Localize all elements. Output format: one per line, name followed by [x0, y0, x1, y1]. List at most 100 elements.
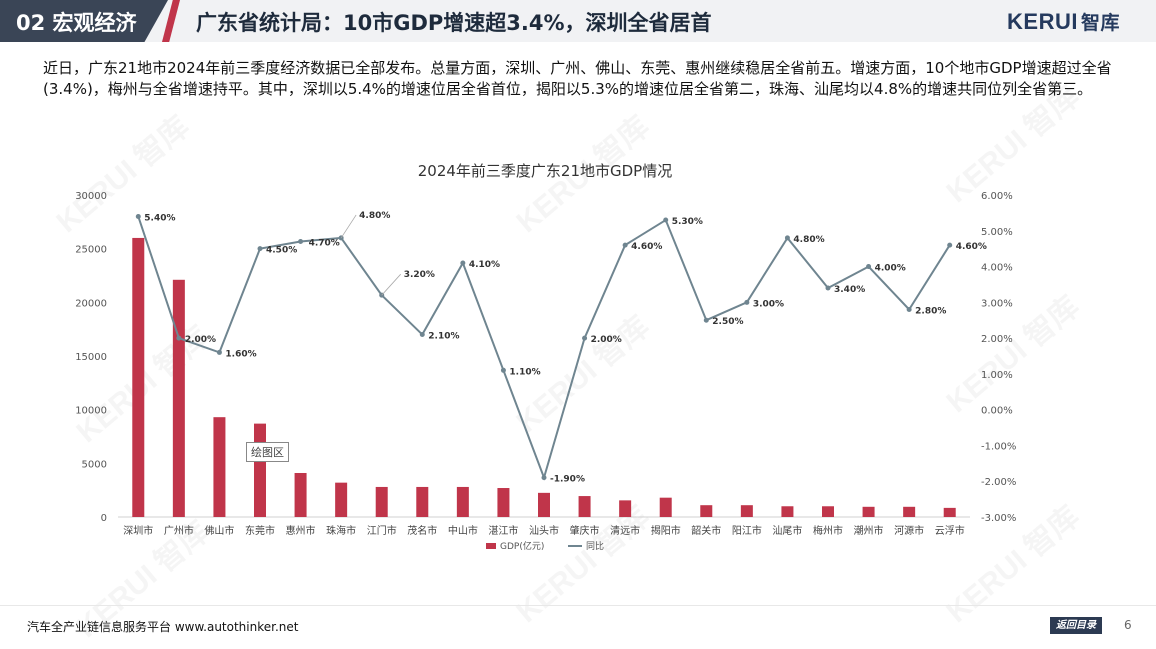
growth-point: [703, 317, 709, 323]
gdp-bar: [335, 482, 348, 517]
growth-point: [663, 217, 669, 223]
growth-point: [622, 242, 628, 248]
growth-data-label: 4.10%: [469, 260, 500, 270]
gdp-bar: [375, 486, 388, 517]
y-left-tick-label: 20000: [75, 298, 107, 309]
x-tick-label: 河源市: [894, 524, 924, 537]
x-tick-label: 云浮市: [935, 524, 965, 537]
growth-point: [135, 213, 141, 219]
x-tick-label: 阳江市: [732, 524, 762, 537]
x-tick-label: 江门市: [367, 524, 397, 537]
growth-point: [744, 299, 750, 305]
gdp-bar: [497, 488, 510, 517]
growth-point: [257, 246, 263, 252]
return-to-contents-button[interactable]: 返回目录: [1050, 617, 1102, 634]
logo-cn: 智库: [1080, 13, 1120, 34]
growth-data-label: 4.80%: [359, 211, 390, 221]
growth-data-label: 4.80%: [793, 235, 824, 245]
header-bar: [0, 0, 1156, 42]
gdp-bar: [862, 506, 875, 517]
gdp-bar: [740, 505, 753, 517]
y-left-tick-label: 10000: [75, 406, 107, 417]
growth-data-label: -1.90%: [550, 475, 585, 485]
y-right-tick-label: 5.00%: [981, 227, 1013, 238]
y-right-tick-label: 2.00%: [981, 334, 1013, 345]
x-tick-label: 佛山市: [204, 524, 234, 537]
growth-data-label: 2.00%: [591, 335, 622, 345]
label-leader: [381, 273, 402, 296]
growth-data-label: 3.00%: [753, 299, 784, 309]
y-right-tick-label: 1.00%: [981, 370, 1013, 381]
y-right-tick-label: 6.00%: [981, 191, 1013, 202]
growth-data-label: 4.60%: [631, 242, 662, 252]
gdp-bar: [213, 417, 226, 517]
x-tick-label: 广州市: [164, 524, 194, 537]
growth-point: [906, 306, 912, 312]
x-tick-label: 揭阳市: [651, 524, 681, 537]
x-tick-label: 汕头市: [529, 524, 559, 537]
y-right-tick-label: 3.00%: [981, 298, 1013, 309]
legend-growth-label: 同比: [586, 540, 604, 552]
x-tick-label: 梅州市: [813, 524, 843, 537]
gdp-chart: 2024年前三季度广东21地市GDP情况 0 5000 10000 15000 2000…: [75, 162, 1016, 552]
gdp-bar: [903, 506, 916, 517]
x-tick-label: 中山市: [448, 524, 478, 537]
growth-data-label: 3.40%: [834, 285, 865, 295]
growth-point: [541, 475, 547, 481]
page-number: 6: [1124, 618, 1132, 632]
growth-point: [582, 335, 588, 341]
growth-point: [947, 242, 953, 248]
growth-point: [176, 335, 182, 341]
x-tick-label: 湛江市: [488, 524, 518, 537]
x-tick-label: 惠州市: [286, 524, 316, 537]
gdp-bar: [781, 506, 794, 517]
growth-data-label: 3.20%: [404, 270, 435, 280]
growth-data-label: 5.30%: [672, 217, 703, 227]
gdp-bar: [294, 472, 307, 517]
x-tick-label: 清远市: [610, 524, 640, 537]
gdp-bar: [578, 496, 591, 517]
gdp-bar: [172, 279, 185, 517]
growth-data-label: 4.50%: [266, 246, 297, 256]
x-tick-label: 汕尾市: [772, 524, 802, 537]
growth-point: [419, 332, 425, 338]
x-tick-label: 珠海市: [326, 524, 356, 537]
page-title: 广东省统计局：10市GDP增速超3.4%，深圳全省居首: [196, 11, 712, 35]
y-left-tick-label: 15000: [75, 352, 107, 363]
gdp-bar: [619, 500, 632, 517]
growth-point: [500, 367, 506, 373]
growth-data-label: 5.40%: [144, 213, 175, 223]
x-tick-label: 肇庆市: [570, 524, 600, 537]
growth-data-label: 4.70%: [309, 239, 340, 249]
growth-data-label: 4.00%: [875, 264, 906, 274]
gdp-bar: [538, 492, 550, 517]
y-left-tick-label: 0: [101, 513, 107, 524]
growth-data-label: 1.10%: [509, 367, 540, 377]
x-tick-label: 茂名市: [407, 524, 437, 537]
x-tick-label: 韶关市: [691, 524, 721, 537]
section-tag: 02 宏观经济: [0, 0, 168, 42]
section-label: 02 宏观经济: [16, 11, 137, 35]
growth-point: [866, 264, 872, 270]
plot-area-tooltip: 绘图区: [246, 442, 289, 462]
gdp-bar: [659, 497, 672, 517]
label-leader: [340, 214, 357, 239]
x-tick-label: 东莞市: [245, 524, 275, 537]
legend-gdp-swatch: [486, 543, 496, 549]
growth-point: [460, 260, 466, 266]
y-left-tick-label: 25000: [75, 245, 107, 256]
y-left-tick-label: 30000: [75, 191, 107, 202]
chart-title: 2024年前三季度广东21地市GDP情况: [418, 162, 672, 180]
gdp-bar: [132, 237, 145, 517]
growth-point: [298, 239, 304, 245]
gdp-bar: [456, 486, 469, 517]
gdp-bar: [943, 507, 956, 517]
y-right-tick-label: -3.00%: [981, 513, 1016, 524]
logo-text: KERUI: [1007, 9, 1078, 34]
summary-paragraph: 近日，广东21地市2024年前三季度经济数据已全部发布。总量方面，深圳、广州、佛…: [43, 59, 1112, 98]
footer-divider: [0, 605, 1156, 606]
kerui-logo: KERUI 智库: [1007, 8, 1120, 35]
gdp-bar: [416, 486, 429, 517]
x-tick-label: 潮州市: [854, 524, 884, 537]
growth-data-label: 4.60%: [956, 242, 987, 252]
